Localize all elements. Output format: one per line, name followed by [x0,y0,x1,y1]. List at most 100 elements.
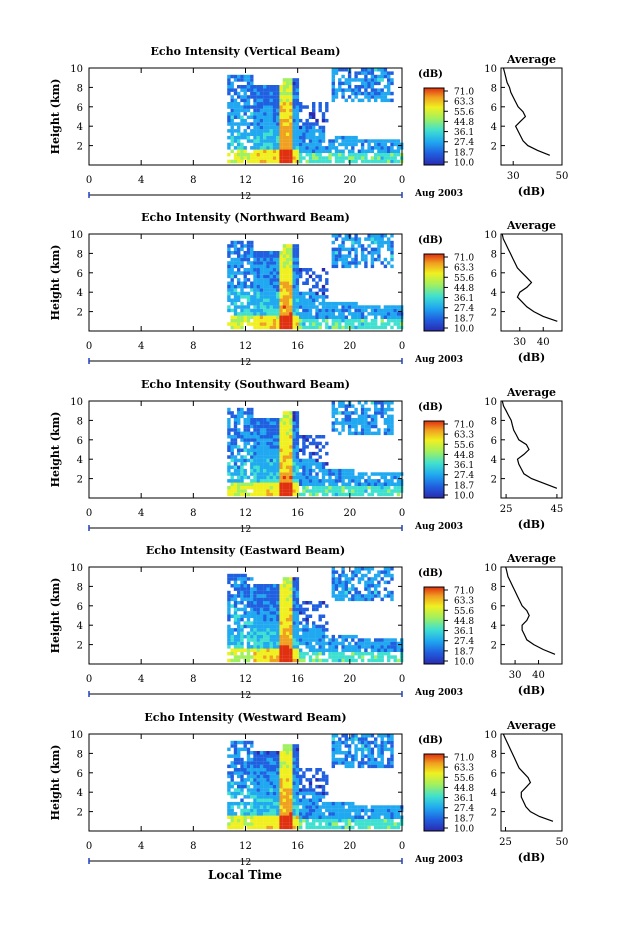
echo-cell [237,159,241,164]
echo-cell [237,577,241,581]
echo-cell [282,594,287,598]
echo-cell [354,308,358,313]
echo-cell [253,146,257,150]
echo-cell [246,621,251,625]
echo-cell [266,91,270,96]
echo-cell [318,142,322,147]
echo-cell [393,815,397,819]
x-tick-label: 4 [138,341,144,352]
echo-cell [299,312,303,316]
echo-cell [259,251,264,255]
echo-cell [289,105,293,109]
echo-cell [292,268,296,272]
echo-cell [233,597,238,602]
echo-cell [272,611,277,615]
echo-cell [302,808,306,813]
colorbar-tick-label: 44.8 [454,451,474,461]
echo-cell [230,744,234,748]
echo-cell [367,149,371,153]
echo-cell [396,318,401,323]
echo-cell [344,638,348,642]
echo-cell [272,818,277,823]
echo-cell [357,78,362,82]
y-axis-label: Height (km) [49,412,62,488]
echo-cell [259,774,264,779]
echo-cell [233,421,238,425]
echo-cell [396,492,401,497]
echo-cell [276,268,280,272]
echo-cell [328,472,332,476]
echo-cell [374,584,378,588]
echo-cell [383,315,388,319]
echo-cell [321,825,326,830]
echo-cell [279,815,283,819]
y-tick-label: 6 [77,103,83,114]
echo-cell [341,305,345,309]
echo-cell [370,812,375,816]
echo-cell [295,590,300,595]
echo-cell [259,268,264,272]
echo-cell [354,325,358,330]
echo-cell [318,156,322,160]
echo-cell [347,655,352,659]
echo-cell [341,805,345,809]
echo-cell [295,754,300,758]
echo-cell [292,658,296,663]
echo-cell [266,271,270,275]
echo-cell [272,251,277,255]
echo-cell [308,455,313,459]
echo-cell [390,312,394,316]
echo-cell [295,451,300,456]
echo-cell [341,315,345,319]
echo-cell [393,489,397,493]
avg-title: Average [506,552,556,565]
echo-cell [364,85,368,89]
echo-cell [331,584,335,588]
echo-cell [285,284,290,289]
echo-cell [250,648,254,652]
echo-cell [315,784,319,789]
echo-cell [230,795,234,799]
echo-cell [246,251,251,255]
echo-cell [243,624,247,629]
echo-cell [227,118,231,123]
echo-cell [393,822,397,826]
echo-cell [246,268,251,272]
echo-cell [347,301,352,306]
echo-cell [299,482,303,486]
echo-cell [240,757,244,762]
echo-cell [383,573,388,578]
echo-cell [233,445,238,449]
echo-cell [266,638,270,642]
echo-cell [325,102,329,106]
echo-cell [347,81,352,86]
echo-cell [285,251,290,255]
echo-cell [272,791,277,796]
echo-cell [325,156,329,160]
echo-cell [308,312,313,316]
echo-cell [299,315,303,319]
echo-cell [370,139,375,143]
panel-4: Echo Intensity (Westward Beam)246810Heig… [49,711,568,868]
echo-cell [243,462,247,466]
avg-title: Average [506,386,556,399]
echo-cell [285,617,290,622]
echo-cell [263,645,267,649]
echo-cell [259,139,264,143]
echo-cell [295,805,300,809]
echo-cell [263,291,267,296]
echo-cell [259,757,264,762]
echo-cell [233,468,238,473]
echo-cell [351,146,355,150]
echo-cell [237,254,241,258]
echo-cell [305,438,309,442]
echo-cell [279,472,283,476]
echo-cell [285,81,290,86]
echo-cell [285,818,290,823]
echo-cell [302,489,306,493]
echo-cell [246,81,251,86]
echo-cell [331,645,335,649]
echo-cell [302,801,306,806]
echo-cell [347,152,352,157]
echo-cell [279,438,283,442]
